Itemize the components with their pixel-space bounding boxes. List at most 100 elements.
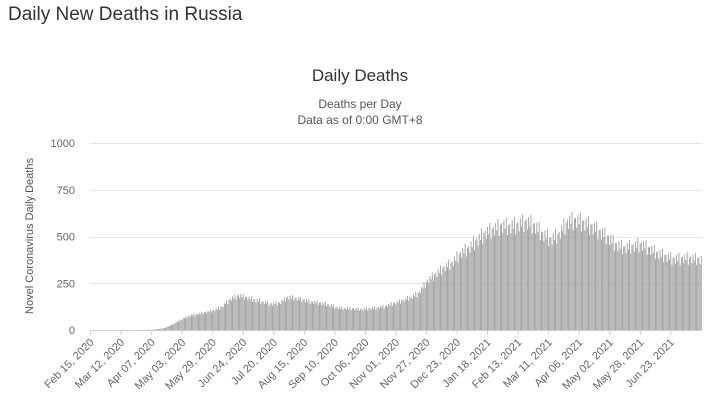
bar [312, 301, 313, 330]
bar [266, 303, 268, 330]
bar [487, 226, 488, 330]
bar [569, 215, 571, 330]
bar [306, 299, 307, 330]
bar [472, 236, 474, 330]
bar [256, 299, 258, 330]
bar [360, 309, 362, 330]
bar [550, 237, 552, 330]
bar [208, 311, 210, 330]
bar [206, 313, 208, 330]
bar [179, 320, 181, 330]
bar [662, 248, 663, 330]
bar [570, 224, 572, 330]
bar [528, 217, 529, 330]
bar [696, 265, 697, 330]
bar [670, 251, 672, 330]
bar [483, 232, 485, 330]
bar [596, 221, 598, 330]
bar [468, 246, 470, 330]
y-axis-label: Novel Coronavirus Daily Deaths [24, 158, 36, 314]
bar [659, 250, 661, 330]
bar [202, 314, 204, 330]
bar [442, 267, 444, 330]
bar [178, 321, 179, 330]
bar [315, 303, 317, 330]
bar [414, 296, 416, 330]
bar [515, 234, 517, 330]
bar [679, 264, 681, 330]
bar [402, 299, 404, 330]
bar [382, 304, 384, 330]
bar [536, 222, 538, 330]
bar [191, 314, 192, 330]
bar [198, 314, 199, 330]
bar [589, 234, 591, 330]
bar [618, 241, 620, 330]
bar [428, 283, 430, 330]
bar [245, 296, 246, 330]
bar [167, 326, 169, 330]
bar [154, 329, 156, 330]
bar [334, 308, 336, 330]
bar [227, 303, 229, 330]
bar [451, 261, 453, 330]
bar [253, 299, 255, 330]
bar [667, 253, 669, 330]
bar [207, 310, 209, 330]
bar [522, 214, 524, 330]
bar [393, 303, 394, 330]
bar [505, 217, 507, 330]
bar [275, 301, 277, 330]
bar [502, 232, 504, 330]
bar [581, 231, 582, 330]
bar [225, 304, 226, 330]
bar [538, 222, 540, 330]
bar [602, 228, 603, 330]
bar [219, 309, 221, 330]
y-tick-label: 750 [57, 185, 75, 197]
bar [478, 233, 480, 330]
bar [241, 297, 243, 330]
bar [421, 287, 423, 330]
bar [408, 300, 410, 330]
bar [409, 297, 411, 330]
bar [649, 247, 650, 330]
bar-series [140, 211, 702, 330]
bar [504, 228, 506, 330]
bar [443, 266, 445, 330]
bar [373, 308, 374, 330]
bar [248, 296, 250, 330]
bar [494, 235, 495, 330]
bar [697, 258, 699, 330]
bar [344, 308, 346, 330]
bar [410, 296, 412, 330]
bar [660, 256, 662, 330]
bar [604, 227, 606, 330]
bar [561, 225, 562, 330]
bar [287, 296, 289, 330]
bar [401, 300, 403, 330]
bar [511, 220, 513, 330]
bar [260, 303, 262, 330]
bar [433, 280, 434, 330]
bar [239, 298, 241, 330]
bar [165, 327, 167, 330]
bar [377, 307, 379, 330]
bar [456, 251, 458, 330]
bar [630, 253, 632, 330]
bar [166, 326, 168, 330]
bar [638, 252, 640, 330]
bar [635, 241, 636, 330]
bar [295, 297, 297, 330]
bar [624, 246, 626, 330]
bar [424, 288, 426, 330]
bar [479, 239, 481, 330]
bar [445, 262, 447, 330]
bar [603, 237, 605, 330]
bar [199, 312, 201, 330]
bar [168, 325, 170, 330]
bar [284, 301, 286, 330]
bar [510, 233, 512, 330]
bar [556, 243, 558, 330]
